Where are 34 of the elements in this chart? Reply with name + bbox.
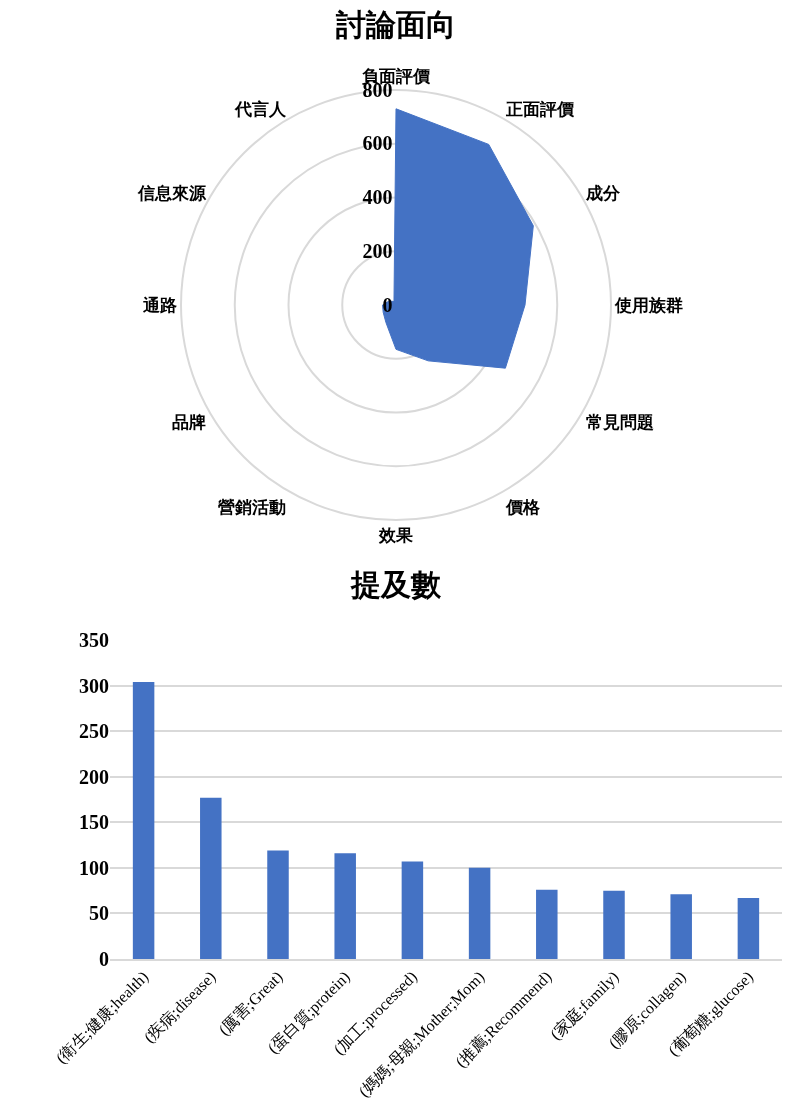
y-tick-label: 50 [89,902,109,925]
bar [401,861,424,959]
spoke-label: 效果 [378,526,414,546]
spoke-label: 營銷活動 [218,497,287,517]
spoke-label: 品牌 [171,413,206,433]
y-tick-label: 250 [79,720,109,743]
bar [334,853,356,959]
y-tick-label: 0 [99,948,109,970]
y-tick-label: 300 [79,674,109,697]
bar [200,797,222,959]
chart-title: 提及數 [350,567,442,601]
spoke-label: 價格 [504,497,541,517]
y-tick-label: 350 [79,629,109,651]
bar [737,897,760,959]
y-tick-label: 600 [362,132,393,155]
y-tick-label: 200 [362,239,393,262]
bar [468,867,491,959]
y-tick-label: 100 [79,856,109,879]
spoke-label: 常見問題 [586,413,655,433]
spoke-label: 代言人 [234,100,288,120]
spoke-label: 正面評價 [504,100,575,120]
chart-title: 討論面向 [335,8,456,41]
y-tick-label: 150 [79,811,109,834]
bar [267,850,289,959]
spoke-label: 信息來源 [136,183,207,203]
bar [603,890,625,959]
spoke-label: 成分 [585,183,622,203]
spoke-label: 使用族群 [614,295,684,315]
bar [132,681,155,959]
y-tick-label: 200 [79,765,109,788]
bar [536,889,558,959]
spoke-label: 通路 [141,295,177,315]
bar [670,894,692,959]
y-tick-label: 400 [362,186,393,208]
